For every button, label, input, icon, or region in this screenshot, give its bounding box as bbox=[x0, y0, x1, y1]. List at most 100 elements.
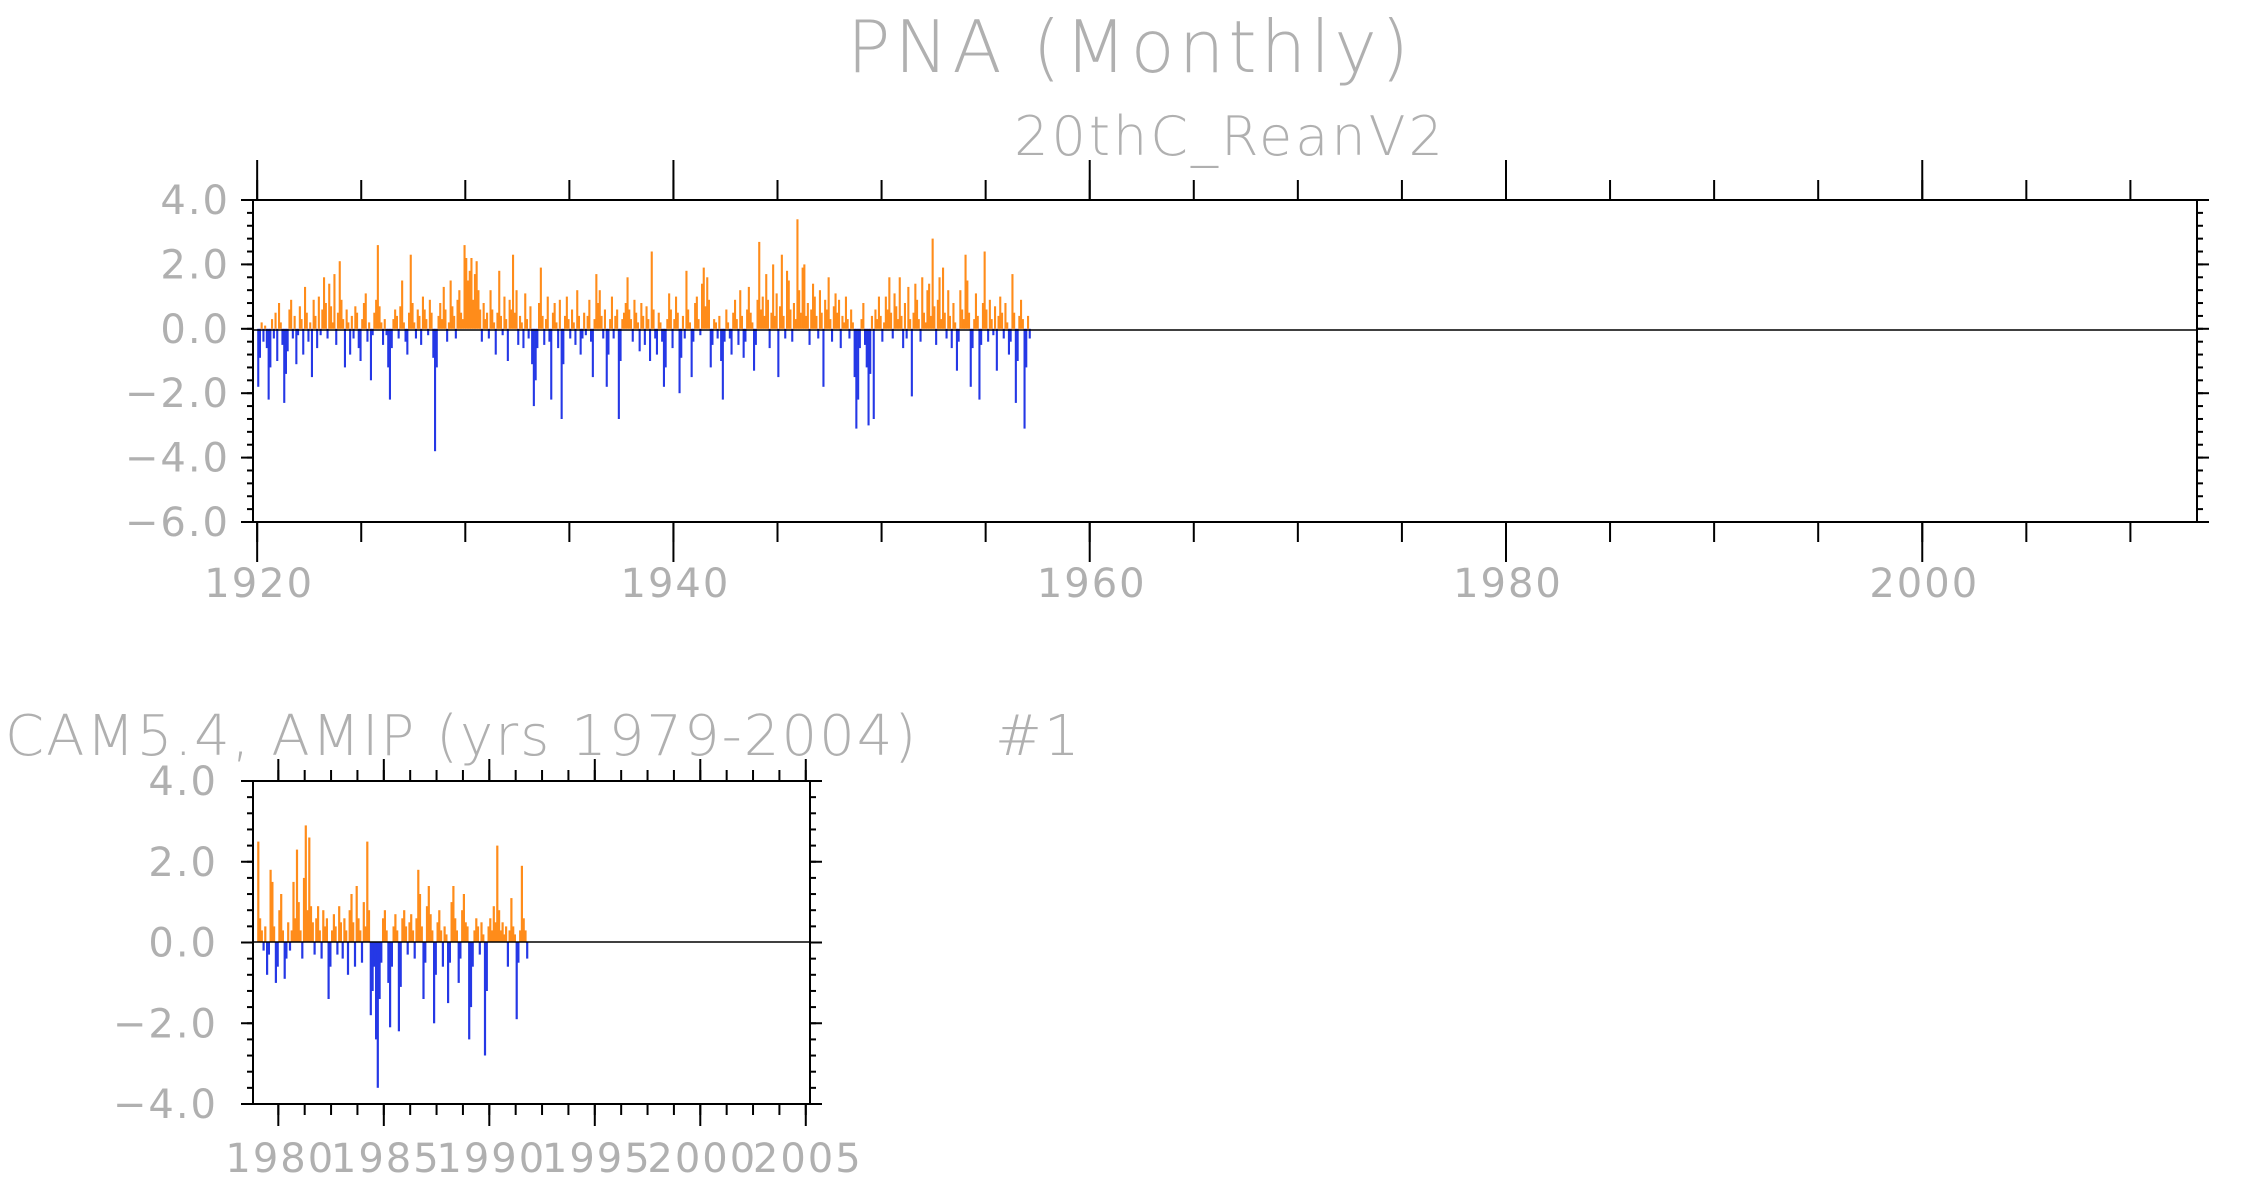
bar-negative bbox=[448, 942, 451, 963]
bar-positive bbox=[501, 922, 504, 943]
bar-positive bbox=[297, 902, 300, 943]
bar-negative bbox=[1028, 328, 1031, 339]
bar-positive bbox=[336, 312, 339, 329]
bar-positive bbox=[761, 296, 764, 329]
bar-positive bbox=[479, 309, 482, 329]
bar-negative bbox=[432, 328, 435, 358]
bar-positive bbox=[376, 245, 379, 329]
bar-negative bbox=[406, 942, 409, 955]
bar-positive bbox=[758, 241, 761, 329]
bar-positive bbox=[1011, 274, 1014, 329]
bar-negative bbox=[654, 328, 657, 339]
bar-negative bbox=[919, 328, 922, 342]
panel-subtitle: 20thC_ReanV2 bbox=[1014, 105, 1446, 168]
bar-negative bbox=[617, 328, 620, 419]
bar-positive bbox=[775, 293, 778, 329]
bar-positive bbox=[701, 283, 704, 329]
bar-positive bbox=[494, 922, 497, 943]
x-tick-label: 1980 bbox=[225, 1136, 335, 1177]
bar-positive bbox=[571, 309, 574, 329]
bar-positive bbox=[645, 306, 648, 329]
bar-positive bbox=[624, 303, 627, 329]
bar-negative bbox=[562, 328, 565, 365]
bar-positive bbox=[564, 315, 567, 329]
bar-positive bbox=[985, 309, 988, 329]
bar-positive bbox=[647, 319, 650, 329]
bar-positive bbox=[928, 283, 931, 329]
bar-positive bbox=[317, 296, 320, 329]
bar-positive bbox=[1027, 315, 1030, 329]
bar-positive bbox=[576, 290, 579, 329]
bar-negative bbox=[468, 942, 471, 1040]
bar-negative bbox=[905, 328, 908, 339]
bar-positive bbox=[981, 303, 984, 329]
bar-negative bbox=[336, 942, 339, 955]
bar-negative bbox=[1014, 328, 1017, 403]
bar-positive bbox=[330, 306, 333, 329]
bar-positive bbox=[482, 303, 485, 329]
bar-positive bbox=[725, 309, 728, 329]
bar-positive bbox=[438, 910, 441, 943]
bar-positive bbox=[273, 926, 276, 943]
bar-positive bbox=[997, 315, 1000, 329]
bar-negative bbox=[980, 328, 983, 345]
bar-positive bbox=[305, 312, 308, 329]
y-tick-label: 0.0 bbox=[160, 307, 230, 353]
bar-positive bbox=[269, 869, 272, 943]
bar-positive bbox=[921, 277, 924, 329]
bar-positive bbox=[392, 319, 395, 329]
bar-positive bbox=[538, 303, 541, 329]
bar-positive bbox=[357, 918, 360, 943]
bar-negative bbox=[257, 328, 260, 387]
bar-positive bbox=[801, 267, 804, 329]
bar-positive bbox=[328, 283, 331, 329]
bar-positive bbox=[942, 267, 945, 329]
bar-positive bbox=[714, 322, 717, 329]
bar-positive bbox=[1021, 319, 1024, 329]
bar-positive bbox=[515, 290, 518, 329]
bar-negative bbox=[655, 328, 658, 355]
bar-positive bbox=[462, 894, 465, 943]
bar-negative bbox=[406, 328, 409, 355]
bar-positive bbox=[999, 296, 1002, 329]
bar-negative bbox=[329, 942, 332, 967]
bar-positive bbox=[567, 319, 570, 329]
bar-positive bbox=[841, 315, 844, 329]
bar-positive bbox=[470, 258, 473, 329]
bar-positive bbox=[541, 315, 544, 329]
bar-positive bbox=[411, 303, 414, 329]
bar-negative bbox=[420, 328, 423, 345]
bar-negative bbox=[422, 942, 425, 999]
bar-negative bbox=[506, 328, 509, 361]
bar-positive bbox=[524, 930, 527, 943]
bar-negative bbox=[858, 328, 861, 349]
bar-negative bbox=[387, 942, 390, 983]
bar-positive bbox=[539, 267, 542, 329]
bar-positive bbox=[588, 299, 591, 329]
bar-positive bbox=[610, 296, 613, 329]
panel-reanalysis: 20thC_ReanV2 4.02.00.0−2.0−4.0−6.0 1920 1… bbox=[125, 105, 2209, 607]
bar-positive bbox=[304, 825, 307, 943]
bar-positive bbox=[354, 306, 357, 329]
bar-positive bbox=[508, 930, 511, 943]
bar-positive bbox=[339, 922, 342, 943]
bar-positive bbox=[929, 315, 932, 329]
bar-negative bbox=[527, 328, 530, 339]
bar-negative bbox=[266, 942, 269, 975]
bar-positive bbox=[862, 303, 865, 329]
bar-negative bbox=[848, 328, 851, 339]
bar-positive bbox=[635, 312, 638, 329]
bar-positive bbox=[595, 274, 598, 329]
bar-positive bbox=[766, 299, 769, 329]
bar-positive bbox=[498, 270, 501, 329]
bar-positive bbox=[673, 319, 676, 329]
bar-positive bbox=[416, 309, 419, 329]
bar-negative bbox=[1016, 328, 1019, 361]
bar-negative bbox=[649, 328, 652, 361]
bar-positive bbox=[510, 898, 513, 943]
bar-positive bbox=[586, 315, 589, 329]
bar-positive bbox=[747, 286, 750, 329]
bar-negative bbox=[1009, 328, 1012, 342]
bar-positive bbox=[1001, 312, 1004, 329]
bar-negative bbox=[291, 328, 294, 339]
